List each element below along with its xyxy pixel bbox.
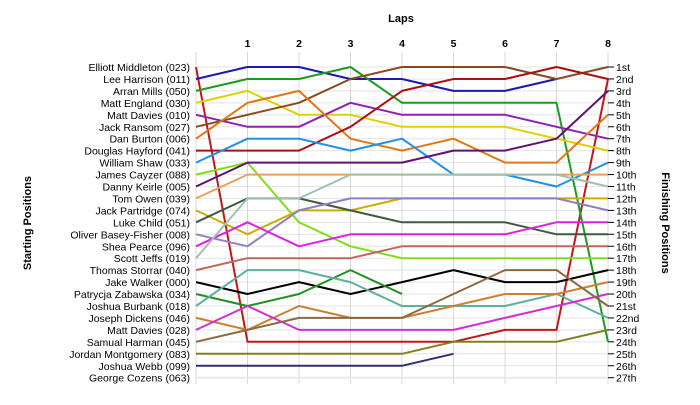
- series-lines: [195, 66, 609, 379]
- finishing-position-label: 8th: [616, 146, 631, 158]
- finishing-position-label: 20th: [616, 289, 637, 301]
- finishing-position-label: 24th: [616, 337, 637, 349]
- finishing-position-label: 12th: [616, 193, 637, 205]
- starting-position-label: Danny Keirle (005): [102, 182, 190, 194]
- starting-position-label: Scott Jeffs (019): [114, 253, 190, 265]
- top-axis-label: Laps: [388, 13, 414, 25]
- right-axis-label: Finishing Positions: [659, 172, 671, 273]
- series-line: [196, 352, 454, 367]
- finishing-position-label: 13th: [616, 205, 637, 217]
- lap-tick-labels: 1 2 3 4 5 6 7 8: [245, 38, 612, 50]
- starting-position-label: Tom Owen (039): [112, 193, 190, 205]
- finishing-position-label: 3rd: [616, 86, 631, 98]
- series-line: [195, 89, 609, 164]
- finishing-position-label: 1st: [616, 62, 630, 74]
- starting-position-label: Joseph Dickens (046): [88, 313, 190, 325]
- starting-position-label: Shea Pearce (096): [102, 241, 190, 253]
- lap-tick-label: 8: [605, 38, 611, 50]
- finishing-position-label: 5th: [616, 110, 631, 122]
- series-line: [195, 245, 608, 272]
- series-line: [195, 221, 608, 248]
- finishing-position-label: 17th: [616, 253, 637, 265]
- finishing-position-label: 23rd: [616, 325, 637, 337]
- finishing-position-label: 25th: [616, 349, 637, 361]
- starting-position-label: Matt Davies (010): [107, 110, 190, 122]
- finishing-position-label: 22nd: [616, 313, 640, 325]
- starting-position-label: Douglas Hayford (041): [84, 146, 190, 158]
- starting-position-label: James Cayzer (088): [95, 170, 190, 182]
- series-line: [195, 293, 609, 331]
- series-line: [195, 66, 609, 128]
- finishing-position-labels: 1st2nd3rd4th5th6th7th8th9th10th11th12th1…: [608, 62, 640, 385]
- starting-position-label: Jack Ransom (027): [99, 122, 190, 134]
- lap-tick-label: 5: [451, 38, 457, 50]
- series-line: [195, 269, 609, 319]
- starting-position-label: Arran Mills (050): [113, 86, 190, 98]
- series-line: [195, 90, 609, 188]
- starting-position-label: Jack Partridge (074): [95, 205, 190, 217]
- lap-tick-label: 2: [296, 38, 302, 50]
- finishing-position-label: 27th: [616, 373, 637, 385]
- starting-position-label: Dan Burton (006): [109, 134, 190, 146]
- starting-position-label: Oliver Basey-Fisher (008): [70, 229, 190, 241]
- series-line: [195, 161, 608, 260]
- starting-position-label: George Cozens (063): [89, 373, 190, 385]
- starting-position-label: Joshua Burbank (018): [87, 301, 190, 313]
- series-line: [195, 269, 609, 295]
- starting-position-label: William Shaw (033): [100, 158, 190, 170]
- finishing-position-label: 9th: [616, 158, 631, 170]
- lap-tick-label: 3: [348, 38, 354, 50]
- finishing-position-label: 18th: [616, 265, 637, 277]
- finishing-position-label: 2nd: [616, 74, 634, 86]
- starting-position-label: Jordan Montgomery (083): [69, 349, 190, 361]
- starting-position-labels: Elliott Middleton (023)Lee Harrison (011…: [69, 62, 190, 385]
- starting-position-label: Elliott Middleton (023): [88, 62, 190, 74]
- lap-tick-label: 4: [399, 38, 405, 50]
- series-line: [196, 328, 609, 355]
- starting-position-label: Samual Harman (045): [87, 337, 190, 349]
- series-line: [195, 66, 609, 343]
- series-line: [195, 66, 557, 92]
- starting-position-label: Thomas Storrar (040): [90, 265, 190, 277]
- lap-tick-label: 6: [502, 38, 508, 50]
- finishing-position-label: 15th: [616, 229, 637, 241]
- series-line: [195, 173, 609, 259]
- series-line: [195, 197, 609, 248]
- lap-tick-label: 7: [554, 38, 560, 50]
- starting-position-label: Joshua Webb (099): [99, 361, 190, 373]
- lap-tick-label: 1: [245, 38, 251, 50]
- finishing-position-label: 16th: [616, 241, 637, 253]
- finishing-position-label: 14th: [616, 217, 637, 229]
- finishing-position-label: 6th: [616, 122, 631, 134]
- starting-position-label: Jake Walker (000): [105, 277, 190, 289]
- finishing-position-label: 21st: [616, 301, 636, 313]
- starting-position-label: Lee Harrison (011): [103, 74, 190, 86]
- finishing-position-label: 26th: [616, 361, 637, 373]
- finishing-position-label: 7th: [616, 134, 631, 146]
- series-line: [196, 66, 609, 152]
- left-axis-label: Starting Positions: [22, 176, 34, 270]
- series-line: [195, 269, 403, 307]
- finishing-position-label: 11th: [616, 182, 636, 194]
- series-line: [195, 101, 609, 140]
- finishing-position-label: 10th: [616, 170, 637, 182]
- starting-position-label: Patrycja Zabawska (034): [74, 289, 190, 301]
- starting-position-label: Matt Davies (028): [107, 325, 190, 337]
- series-line: [195, 66, 609, 343]
- finishing-position-label: 4th: [616, 98, 631, 110]
- starting-position-label: Luke Child (051): [113, 217, 190, 229]
- series-line: [195, 269, 609, 343]
- finishing-position-label: 19th: [616, 277, 637, 289]
- series-line: [195, 137, 609, 188]
- starting-position-label: Matt England (030): [101, 98, 190, 110]
